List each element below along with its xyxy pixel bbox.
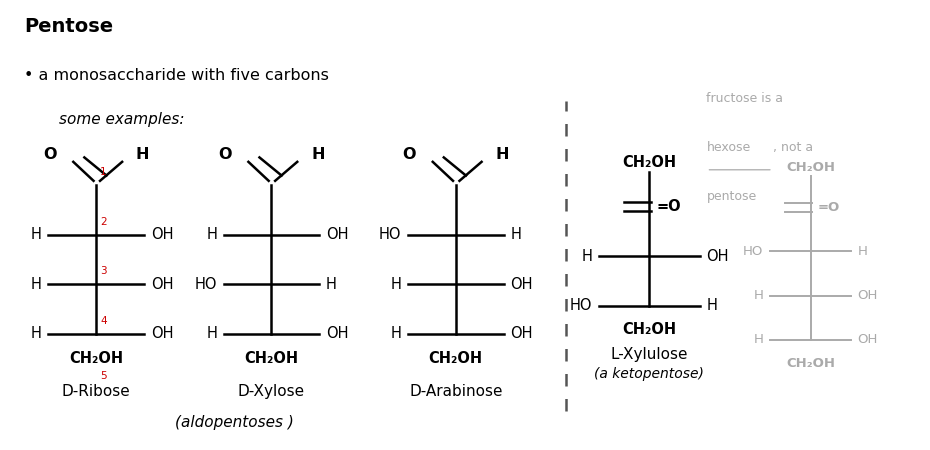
Text: D-Ribose: D-Ribose <box>62 384 131 400</box>
Text: D-Xylose: D-Xylose <box>238 384 305 400</box>
Text: 5: 5 <box>100 371 107 381</box>
Text: H: H <box>31 326 42 341</box>
Text: H: H <box>511 227 521 242</box>
Text: fructose is a: fructose is a <box>707 93 783 105</box>
Text: hexose: hexose <box>707 141 751 154</box>
Text: OH: OH <box>326 227 349 242</box>
Text: H: H <box>581 248 592 264</box>
Text: CH₂OH: CH₂OH <box>786 161 835 174</box>
Text: OH: OH <box>707 248 729 264</box>
Text: • a monosaccharide with five carbons: • a monosaccharide with five carbons <box>24 68 329 83</box>
Text: , not a: , not a <box>773 141 813 154</box>
Text: H: H <box>311 147 325 162</box>
Text: OH: OH <box>151 326 173 341</box>
Text: H: H <box>857 245 868 258</box>
Text: CH₂OH: CH₂OH <box>786 356 835 369</box>
Text: 3: 3 <box>100 266 107 276</box>
Text: OH: OH <box>857 333 878 346</box>
Text: H: H <box>753 333 764 346</box>
Text: H: H <box>31 227 42 242</box>
Text: OH: OH <box>151 227 173 242</box>
Text: 4: 4 <box>100 316 107 326</box>
Text: HO: HO <box>570 298 592 313</box>
Text: 2: 2 <box>100 217 107 227</box>
Text: L-Xylulose: L-Xylulose <box>611 346 688 362</box>
Text: CH₂OH: CH₂OH <box>245 351 299 366</box>
Text: OH: OH <box>857 289 878 302</box>
Text: CH₂OH: CH₂OH <box>622 322 676 338</box>
Text: H: H <box>136 147 150 162</box>
Text: H: H <box>391 277 402 292</box>
Text: 1: 1 <box>100 167 107 177</box>
Text: H: H <box>753 289 764 302</box>
Text: HO: HO <box>379 227 402 242</box>
Text: H: H <box>496 147 509 162</box>
Text: OH: OH <box>326 326 349 341</box>
Text: O: O <box>219 147 232 162</box>
Text: (a ketopentose): (a ketopentose) <box>594 366 704 381</box>
Text: =O: =O <box>657 199 682 214</box>
Text: HO: HO <box>743 245 764 258</box>
Text: H: H <box>31 277 42 292</box>
Text: Pentose: Pentose <box>24 18 113 36</box>
Text: D-Arabinose: D-Arabinose <box>409 384 502 400</box>
Text: H: H <box>707 298 717 313</box>
Text: CH₂OH: CH₂OH <box>429 351 483 366</box>
Text: pentose: pentose <box>707 189 757 202</box>
Text: OH: OH <box>511 326 533 341</box>
Text: =O: =O <box>818 201 840 214</box>
Text: O: O <box>43 147 57 162</box>
Text: some examples:: some examples: <box>60 112 185 127</box>
Text: H: H <box>391 326 402 341</box>
Text: O: O <box>403 147 416 162</box>
Text: H: H <box>326 277 337 292</box>
Text: H: H <box>206 227 217 242</box>
Text: CH₂OH: CH₂OH <box>622 155 676 170</box>
Text: OH: OH <box>511 277 533 292</box>
Text: OH: OH <box>151 277 173 292</box>
Text: H: H <box>206 326 217 341</box>
Text: CH₂OH: CH₂OH <box>69 351 124 366</box>
Text: (aldopentoses ): (aldopentoses ) <box>175 415 294 430</box>
Text: HO: HO <box>194 277 217 292</box>
